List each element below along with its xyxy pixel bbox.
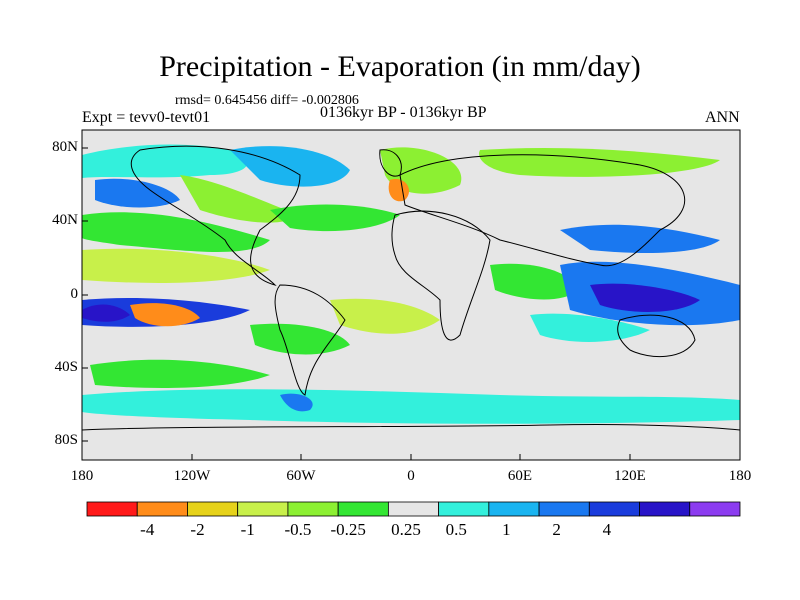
field-blob [530, 313, 650, 342]
map-field [82, 130, 740, 460]
field-blob [590, 283, 700, 312]
field-blob [95, 178, 180, 208]
colorbar-label: -2 [190, 520, 205, 539]
lon-tick-label: 120E [614, 468, 646, 484]
lat-tick-label: 80S [54, 432, 78, 448]
colorbar-box [287, 501, 339, 517]
lon-tick-label: 180 [70, 468, 94, 484]
colorbar-label: -4 [140, 520, 155, 539]
colorbar-box [337, 501, 389, 517]
lat-tick-label: 80N [52, 139, 78, 155]
colorbar-label: -0.25 [330, 520, 366, 539]
colorbar-label: -1 [240, 520, 255, 539]
colorbar-label: 2 [552, 520, 561, 539]
colorbar-label: -0.5 [284, 520, 312, 539]
field-blob [330, 298, 440, 334]
lon-tick-label: 0 [407, 468, 415, 484]
colorbar-label: 1 [502, 520, 511, 539]
lon-tick-label: 60W [286, 468, 316, 484]
colorbar-label: 0.5 [445, 520, 467, 539]
colorbar-box [187, 501, 239, 517]
colorbar-box [387, 501, 440, 517]
south-america-coast [274, 284, 346, 396]
lat-tick-label: 40N [52, 212, 78, 228]
field-blob [82, 144, 248, 178]
lon-tick-label: 120W [173, 468, 211, 484]
coastlines [82, 145, 740, 431]
field-blob [280, 393, 313, 412]
colorbar-label: 0.25 [391, 520, 421, 539]
stats-text: rmsd= 0.645456 diff= -0.002806 [175, 93, 359, 108]
colorbar-box [438, 501, 490, 517]
lat-tick-label: 40S [54, 359, 78, 375]
field-blob [270, 204, 400, 232]
africa-coast [391, 210, 491, 341]
colorbar-box [689, 501, 741, 517]
field-blob [560, 224, 720, 253]
antarctica-coast [82, 424, 740, 431]
field-blob [82, 304, 130, 322]
field-blob [82, 212, 270, 252]
season-label: ANN [705, 109, 740, 126]
field-blob [230, 146, 350, 187]
field-blob [250, 323, 350, 355]
colorbar-box [136, 501, 188, 517]
colorbar-box [86, 501, 138, 517]
colorbar-box [639, 501, 691, 517]
field-blob [490, 263, 580, 300]
lon-tick-label: 180 [728, 468, 752, 484]
colorbar-box [237, 501, 289, 517]
colorbar-label: 4 [602, 520, 612, 539]
field-blob [82, 248, 270, 283]
colorbar-box [588, 501, 640, 517]
field-blob [90, 359, 270, 388]
experiment-label: Expt = tevv0-tevt01 [82, 109, 211, 126]
field-blob [130, 303, 200, 327]
colorbar-box [488, 501, 540, 517]
field-blob [82, 389, 740, 424]
map-title: Precipitation - Evaporation (in mm/day) [159, 50, 641, 83]
colorbar [86, 501, 741, 517]
field-blob [180, 175, 300, 223]
lat-tick-label: 0 [70, 286, 79, 302]
eurasia-coast [399, 154, 686, 267]
greenland-coast [379, 149, 402, 177]
period-label: 0136kyr BP - 0136kyr BP [320, 104, 487, 121]
axis-ticks [81, 147, 741, 460]
north-america-coast [130, 145, 301, 287]
colorbar-box [538, 501, 590, 517]
australia-coast [617, 314, 696, 358]
lon-tick-label: 60E [507, 468, 533, 484]
